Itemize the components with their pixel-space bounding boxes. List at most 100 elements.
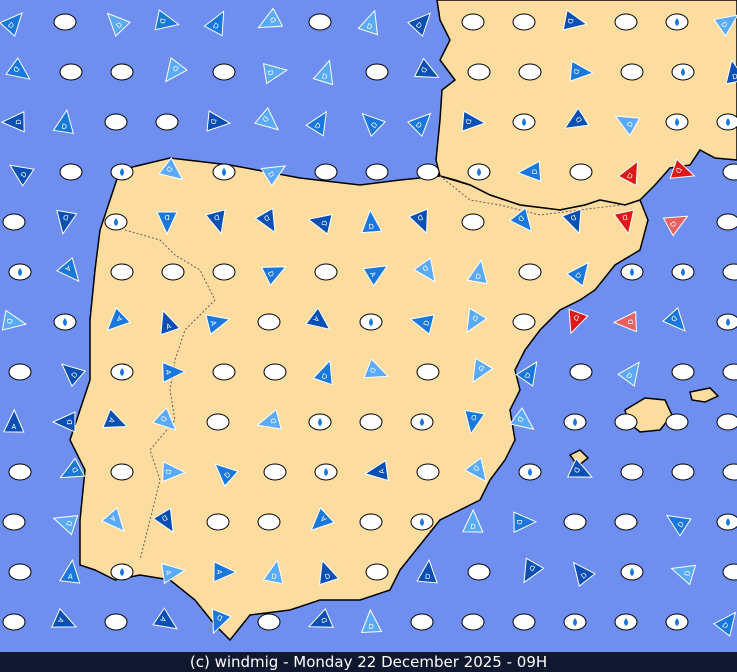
wind-arrow-icon: A xyxy=(152,607,178,630)
wind-arrow-icon: D xyxy=(568,308,589,335)
rain-drop-icon xyxy=(726,318,730,326)
wind-arrow-icon: D xyxy=(464,457,487,483)
wind-arrow-icon: A xyxy=(305,307,331,330)
wind-arrow-icon: A xyxy=(3,408,25,433)
wind-arrow-letter: D xyxy=(164,164,174,173)
wind-arrow-letter: D xyxy=(266,69,275,76)
wind-arrow-icon: D xyxy=(515,361,538,387)
wind-arrow-icon: D xyxy=(360,608,383,634)
station-oval xyxy=(512,313,536,331)
wind-arrow-letter: A xyxy=(56,616,65,624)
station-oval xyxy=(620,63,644,81)
station-oval xyxy=(8,363,32,381)
station-oval xyxy=(212,263,236,281)
wind-arrow-letter: D xyxy=(626,120,636,129)
wind-arrow-letter: A xyxy=(209,320,218,327)
wind-arrow-icon: D xyxy=(262,62,289,85)
station-oval xyxy=(212,63,236,81)
wind-arrow-letter: D xyxy=(515,519,523,525)
station-oval xyxy=(410,613,434,631)
wind-arrow-icon: D xyxy=(165,57,188,83)
rain-drop-icon xyxy=(114,218,118,226)
wind-arrow-icon: D xyxy=(154,9,180,31)
wind-arrow-icon: D xyxy=(416,558,438,584)
station-oval xyxy=(416,363,440,381)
station-oval xyxy=(206,413,230,431)
rain-drop-icon xyxy=(681,68,685,76)
wind-arrow-icon: A xyxy=(102,408,129,429)
wind-arrow-icon: D xyxy=(256,408,282,430)
wind-arrow-letter: D xyxy=(321,72,328,81)
station-oval xyxy=(416,163,440,181)
station-oval xyxy=(620,463,644,481)
rain-drop-icon xyxy=(726,518,730,526)
wind-arrow-icon: D xyxy=(566,457,593,478)
wind-arrow-letter: D xyxy=(719,20,729,29)
wind-arrow-letter: D xyxy=(223,471,233,480)
wind-arrow-icon: D xyxy=(614,115,641,137)
wind-arrow-icon: D xyxy=(613,209,635,235)
wind-arrow-letter: D xyxy=(425,573,431,581)
wind-arrow-letter: D xyxy=(320,616,329,624)
wind-arrow-icon: D xyxy=(523,557,545,584)
wind-arrow-icon: A xyxy=(161,562,187,585)
station-oval xyxy=(569,163,593,181)
wind-arrow-icon: D xyxy=(214,463,240,488)
wind-arrow-letter: D xyxy=(19,170,29,179)
wind-arrow-icon: D xyxy=(106,12,132,38)
wind-arrow-icon: D xyxy=(566,261,590,287)
wind-arrow-icon: D xyxy=(152,507,174,534)
wind-arrow-icon: D xyxy=(254,207,276,234)
wind-arrow-letter: D xyxy=(370,121,379,130)
menorca-island xyxy=(689,387,720,403)
wind-arrow-icon: D xyxy=(156,211,178,236)
station-oval xyxy=(365,63,389,81)
station-oval xyxy=(461,213,485,231)
wind-arrow-letter: A xyxy=(165,322,172,331)
wind-arrow-icon: D xyxy=(713,14,737,37)
wind-arrow-letter: D xyxy=(164,469,172,475)
wind-arrow-letter: D xyxy=(674,167,683,175)
rain-drop-icon xyxy=(630,568,634,576)
wind-arrow-letter: D xyxy=(422,320,431,327)
rain-drop-icon xyxy=(120,168,124,176)
wind-arrow-icon: D xyxy=(361,112,387,138)
wind-arrow-icon: D xyxy=(260,266,287,287)
wind-arrow-icon: D xyxy=(211,608,232,635)
rain-drop-icon xyxy=(675,18,679,26)
wind-arrow-letter: D xyxy=(625,371,634,381)
wind-arrow-icon: D xyxy=(406,12,432,38)
station-oval xyxy=(518,263,542,281)
wind-arrow-letter: D xyxy=(573,313,581,322)
rain-drop-icon xyxy=(528,468,532,476)
wind-arrow-letter: D xyxy=(271,572,278,581)
wind-arrow-letter: D xyxy=(523,371,532,381)
wind-arrow-letter: D xyxy=(414,121,423,130)
wind-arrow-icon: D xyxy=(661,306,686,332)
wind-arrow-icon: D xyxy=(464,409,486,436)
wind-arrow-letter: D xyxy=(475,273,482,282)
wind-arrow-letter: A xyxy=(115,314,124,323)
wind-arrow-letter: D xyxy=(65,520,74,528)
wind-arrow-letter: D xyxy=(669,314,678,324)
station-oval xyxy=(722,463,737,481)
wind-arrow-icon: D xyxy=(206,110,232,132)
station-oval xyxy=(59,163,83,181)
wind-arrow-icon: D xyxy=(670,564,697,586)
wind-arrow-icon: A xyxy=(362,265,389,287)
station-oval xyxy=(671,463,695,481)
wind-arrow-icon: D xyxy=(61,363,86,388)
rain-drop-icon xyxy=(522,118,526,126)
rain-drop-icon xyxy=(420,418,424,426)
country-borders xyxy=(124,175,621,561)
rain-drop-icon xyxy=(573,618,577,626)
wind-arrow-letter: D xyxy=(266,270,276,278)
wind-arrow-icon: A xyxy=(59,558,81,584)
wind-arrow-letter: D xyxy=(160,513,169,523)
wind-arrow-letter: D xyxy=(368,366,377,374)
rain-drop-icon xyxy=(120,368,124,376)
station-oval xyxy=(314,163,338,181)
wind-arrow-letter: A xyxy=(63,264,72,273)
wind-arrow-letter: D xyxy=(5,318,14,325)
station-oval xyxy=(722,263,737,281)
